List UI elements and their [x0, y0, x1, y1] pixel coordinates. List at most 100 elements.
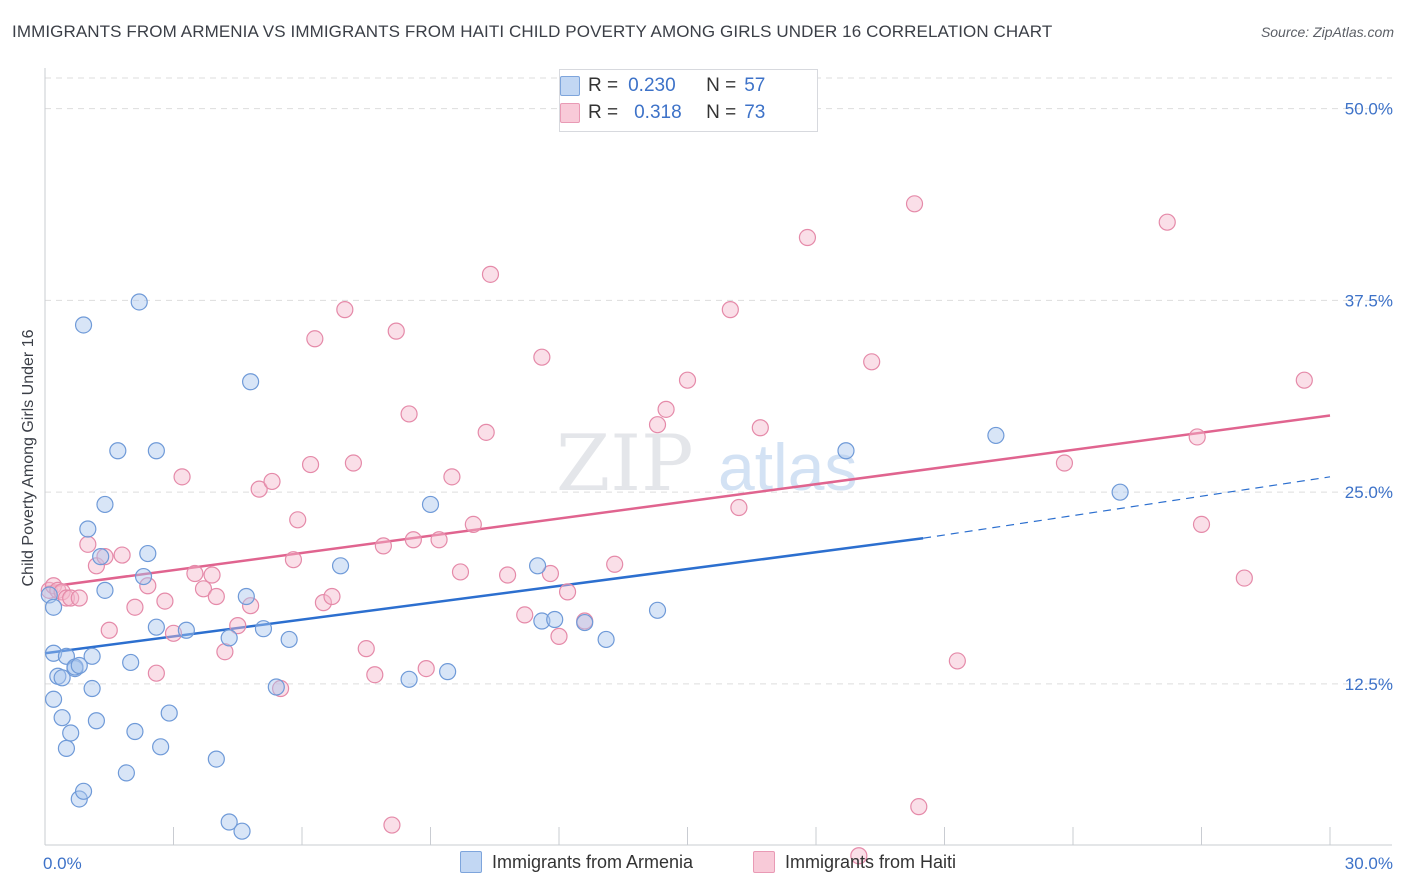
- armenia-point: [109, 442, 127, 460]
- haiti-point: [301, 455, 320, 474]
- armenia-trend-line: [44, 536, 924, 655]
- haiti-point: [186, 564, 204, 583]
- haiti-point: [344, 454, 362, 472]
- armenia-point: [79, 520, 97, 538]
- haiti-point: [863, 353, 881, 371]
- haiti-point: [1188, 428, 1206, 446]
- haiti-point: [400, 405, 418, 423]
- armenia-point: [546, 610, 564, 629]
- series-label-armenia: Immigrants from Armenia: [492, 851, 694, 872]
- legend-row-haiti: R = 0.318 N = 73: [560, 101, 765, 125]
- haiti-point: [314, 594, 333, 612]
- haiti-point: [374, 537, 392, 555]
- haiti-point: [481, 265, 500, 283]
- haiti-point: [57, 589, 76, 607]
- haiti-point: [229, 617, 247, 635]
- haiti-point: [79, 535, 97, 553]
- armenia-point: [439, 663, 457, 681]
- haiti-point: [70, 589, 88, 607]
- haiti-point: [464, 515, 482, 533]
- data-points: [40, 195, 1313, 865]
- haiti-point: [430, 531, 448, 549]
- trend-lines: [44, 414, 1331, 655]
- haiti-point: [87, 557, 106, 575]
- series-legend: Immigrants from Armenia Immigrants from …: [0, 851, 1406, 879]
- armenia-point: [533, 612, 551, 630]
- haiti-point: [100, 621, 118, 639]
- haiti-point: [216, 643, 234, 661]
- armenia-point: [92, 548, 110, 566]
- armenia-point: [207, 750, 225, 768]
- haiti-point: [751, 419, 769, 437]
- y-tick-label: 12.5%: [1345, 675, 1393, 694]
- haiti-point: [606, 555, 624, 573]
- x-tick-label: 0.0%: [43, 854, 82, 873]
- haiti-point: [194, 580, 213, 598]
- haiti-point: [798, 228, 817, 247]
- armenia-point: [597, 630, 615, 649]
- y-tick-label: 37.5%: [1345, 291, 1393, 310]
- armenia-point: [126, 722, 144, 741]
- legend-swatch-armenia: [560, 76, 580, 96]
- haiti-point: [263, 472, 281, 491]
- haiti-point: [730, 498, 748, 517]
- watermark-zip: ZIP: [556, 419, 694, 509]
- armenia-point: [139, 544, 157, 563]
- series-legend-haiti[interactable]: Immigrants from Haiti: [753, 851, 956, 873]
- armenia-point: [53, 709, 71, 727]
- haiti-point: [1055, 454, 1074, 472]
- source-label: Source: ZipAtlas.com: [1260, 24, 1394, 40]
- armenia-point: [648, 601, 667, 619]
- armenia-point: [421, 495, 440, 514]
- armenia-point: [160, 704, 178, 722]
- haiti-point: [516, 606, 534, 624]
- haiti-point: [173, 468, 191, 486]
- armenia-point: [233, 822, 251, 840]
- armenia-point: [280, 630, 298, 649]
- axes: [44, 68, 1392, 846]
- haiti-point: [721, 301, 739, 319]
- haiti-point: [499, 566, 517, 584]
- armenia-point: [96, 581, 114, 599]
- x-tick-label: 30.0%: [1345, 854, 1393, 873]
- series-label-haiti: Immigrants from Haiti: [785, 851, 957, 872]
- armenia-point: [83, 679, 101, 698]
- armenia-point: [57, 739, 76, 757]
- haiti-point: [404, 531, 422, 549]
- armenia-point: [74, 316, 93, 334]
- armenia-point: [44, 690, 63, 708]
- haiti-point: [1158, 213, 1176, 231]
- haiti-point: [207, 587, 225, 606]
- legend-r-label: R =: [588, 75, 619, 96]
- haiti-point: [648, 416, 667, 434]
- haiti-point: [541, 564, 560, 583]
- haiti-point: [678, 371, 697, 389]
- haiti-point: [357, 640, 375, 658]
- armenia-point: [53, 669, 71, 687]
- correlation-legend: R = 0.230 N = 57 R = 0.318 N = 73: [559, 69, 818, 132]
- haiti-point: [306, 330, 324, 348]
- armenia-point: [837, 442, 855, 460]
- armenia-point: [117, 764, 135, 782]
- haiti-point: [147, 664, 165, 682]
- armenia-point: [147, 442, 165, 460]
- haiti-point: [139, 577, 157, 595]
- armenia-point: [96, 495, 114, 514]
- haiti-point: [126, 598, 144, 616]
- legend-r-value: 0.318: [634, 102, 682, 123]
- haiti-point: [850, 847, 868, 865]
- legend-n-value: 57: [744, 75, 766, 96]
- haiti-point: [1235, 569, 1253, 587]
- haiti-point: [477, 423, 495, 441]
- series-swatch-armenia: [460, 851, 482, 873]
- armenia-point: [576, 613, 594, 632]
- legend-r-label: R =: [588, 102, 619, 123]
- haiti-point: [242, 597, 260, 615]
- haiti-point: [250, 480, 268, 498]
- legend-row-armenia: R = 0.230 N = 57: [560, 74, 766, 98]
- series-legend-armenia[interactable]: Immigrants from Armenia: [460, 851, 693, 873]
- armenia-point: [62, 724, 80, 742]
- legend-n-label: N =: [706, 102, 737, 123]
- armenia-point: [400, 670, 418, 688]
